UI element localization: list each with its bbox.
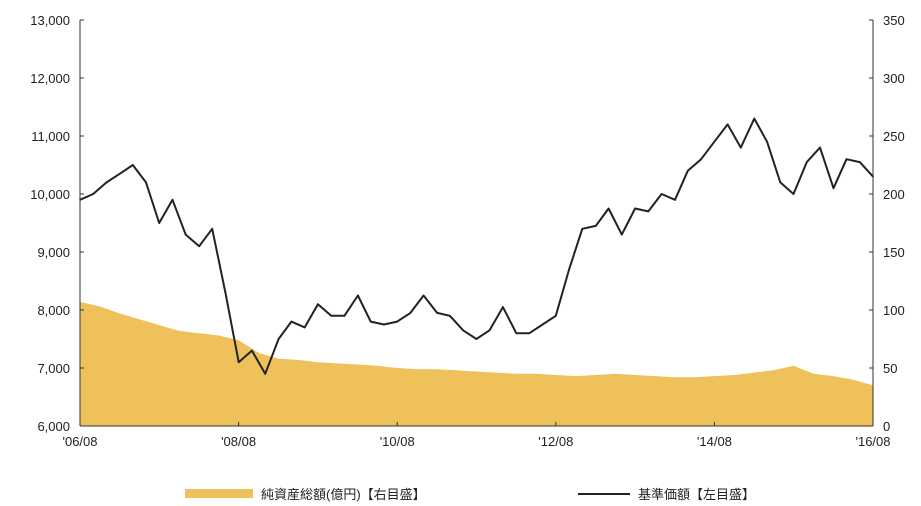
nav-point bbox=[806, 161, 808, 163]
nav-point bbox=[475, 338, 478, 340]
nav-point bbox=[132, 164, 134, 166]
left-axis-ticks: 6,000 7,000 8,000 9,000 10,000 11,000 12,000 13… bbox=[30, 13, 84, 434]
nav-point bbox=[357, 294, 359, 297]
nav-point bbox=[449, 315, 451, 317]
nav-point bbox=[502, 306, 504, 308]
nav-point bbox=[832, 187, 835, 189]
nav-point bbox=[488, 329, 491, 332]
left-tick-label: 7,000 bbox=[37, 361, 70, 376]
left-tick-label: 12,000 bbox=[30, 71, 70, 86]
nav-point bbox=[303, 326, 306, 329]
nav-point bbox=[317, 303, 319, 306]
nav-point bbox=[607, 207, 610, 210]
right-tick-label: 350 bbox=[883, 13, 905, 28]
nav-point bbox=[726, 123, 729, 126]
nav-point bbox=[396, 320, 399, 323]
net-assets-area-layer bbox=[80, 301, 873, 426]
left-tick-label: 11,000 bbox=[31, 129, 70, 144]
nav-point bbox=[779, 181, 782, 184]
left-tick-label: 9,000 bbox=[37, 245, 70, 260]
legend-label-net-assets: 純資産総額(億円)【右目盛】 bbox=[261, 487, 426, 502]
nav-point bbox=[277, 338, 280, 340]
legend-item-net-assets: 純資産総額(億円)【右目盛】 bbox=[185, 484, 426, 503]
nav-point bbox=[687, 170, 689, 172]
nav-point bbox=[436, 312, 438, 314]
legend-swatch-area bbox=[185, 489, 253, 498]
nav-point bbox=[251, 349, 253, 352]
nav-point bbox=[595, 225, 597, 227]
nav-point bbox=[343, 315, 346, 317]
right-axis-ticks: 0 50 100 150 200 250 300 350 bbox=[869, 13, 905, 434]
nav-point bbox=[462, 329, 464, 332]
net-assets-area bbox=[80, 301, 873, 426]
nav-point bbox=[198, 245, 200, 247]
right-tick-label: 150 bbox=[883, 245, 905, 260]
legend-swatch-line bbox=[578, 492, 630, 495]
right-tick-label: 250 bbox=[883, 129, 905, 144]
left-tick-label: 13,000 bbox=[30, 13, 70, 28]
nav-point bbox=[264, 373, 267, 375]
nav-point bbox=[700, 158, 702, 160]
legend-item-nav: 基準価額【左目盛】 bbox=[578, 484, 755, 503]
nav-point bbox=[713, 141, 716, 143]
x-tick-label: '08/08 bbox=[221, 434, 256, 449]
left-tick-label: 10,000 bbox=[30, 187, 70, 202]
nav-point bbox=[515, 332, 518, 335]
nav-point bbox=[819, 146, 821, 149]
x-tick-label: '12/08 bbox=[538, 434, 573, 449]
nav-point bbox=[568, 268, 570, 271]
right-tick-label: 100 bbox=[883, 303, 905, 318]
x-tick-label: '14/08 bbox=[697, 434, 732, 449]
nav-point bbox=[383, 323, 385, 326]
nav-point bbox=[119, 172, 121, 175]
nav-point bbox=[634, 207, 636, 210]
nav-point bbox=[555, 315, 557, 317]
nav-point bbox=[740, 146, 742, 149]
x-axis-ticks: '06/08 '08/08 '10/08 '12/08 '14/08 '16/08 bbox=[62, 422, 891, 449]
legend-label-nav: 基準価額【左目盛】 bbox=[638, 487, 756, 502]
x-tick-label: '16/08 bbox=[855, 434, 890, 449]
nav-point bbox=[766, 141, 768, 143]
nav-point bbox=[647, 210, 650, 213]
nav-point bbox=[145, 181, 147, 184]
nav-point bbox=[330, 315, 333, 317]
nav-point bbox=[541, 323, 544, 326]
nav-point bbox=[369, 320, 372, 323]
nav-point bbox=[660, 193, 663, 195]
nav-point bbox=[211, 228, 213, 230]
x-tick-label: '10/08 bbox=[380, 434, 415, 449]
nav-line-layer bbox=[79, 117, 874, 375]
nav-point bbox=[158, 222, 160, 224]
nav-point bbox=[581, 228, 584, 230]
right-tick-label: 0 bbox=[883, 419, 890, 434]
nav-point bbox=[409, 312, 412, 314]
nav-point bbox=[237, 361, 240, 364]
right-tick-label: 50 bbox=[883, 361, 897, 376]
nav-point bbox=[792, 193, 795, 195]
nav-point bbox=[621, 233, 623, 236]
nav-point bbox=[674, 199, 676, 201]
nav-point bbox=[224, 291, 227, 294]
nav-point bbox=[845, 158, 848, 160]
left-tick-label: 6,000 bbox=[37, 419, 70, 434]
nav-point bbox=[753, 117, 756, 120]
nav-point bbox=[290, 320, 293, 323]
nav-point bbox=[422, 294, 425, 297]
nav-point bbox=[859, 161, 861, 163]
nav-point bbox=[92, 193, 94, 195]
nav-point bbox=[528, 332, 531, 335]
right-tick-label: 200 bbox=[883, 187, 905, 202]
nav-point bbox=[184, 233, 187, 236]
axes bbox=[79, 20, 874, 427]
x-tick-label: '06/08 bbox=[62, 434, 97, 449]
right-tick-label: 300 bbox=[883, 71, 905, 86]
nav-point bbox=[171, 199, 174, 201]
nav-point bbox=[105, 181, 108, 184]
left-tick-label: 8,000 bbox=[37, 303, 70, 318]
